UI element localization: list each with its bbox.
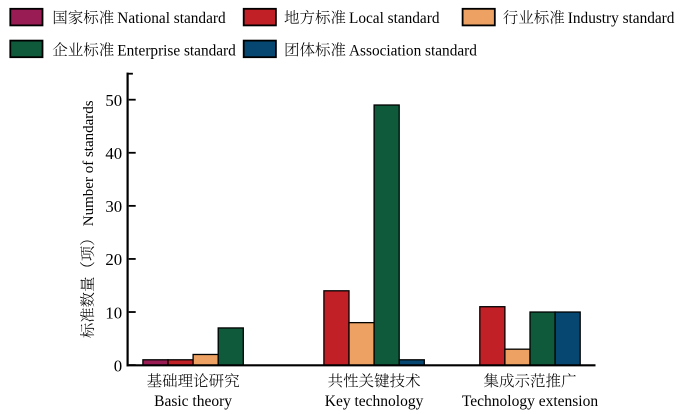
svg-text:National standard: National standard [117, 10, 226, 27]
svg-text:30: 30 [105, 197, 122, 216]
svg-text:Enterprise standard: Enterprise standard [117, 42, 236, 59]
svg-text:Basic theory: Basic theory [154, 393, 232, 410]
svg-text:Technology extension: Technology extension [462, 393, 598, 410]
svg-text:Industry standard: Industry standard [568, 10, 675, 27]
svg-text:Association standard: Association standard [349, 42, 477, 59]
svg-text:50: 50 [105, 91, 122, 110]
svg-text:Local standard: Local standard [349, 10, 440, 27]
svg-text:Key technology: Key technology [325, 393, 424, 410]
svg-text:40: 40 [105, 144, 122, 163]
svg-text:20: 20 [105, 250, 122, 269]
svg-text:Number of standards: Number of standards [81, 100, 97, 226]
svg-text:10: 10 [105, 303, 122, 322]
svg-text:0: 0 [114, 356, 122, 375]
